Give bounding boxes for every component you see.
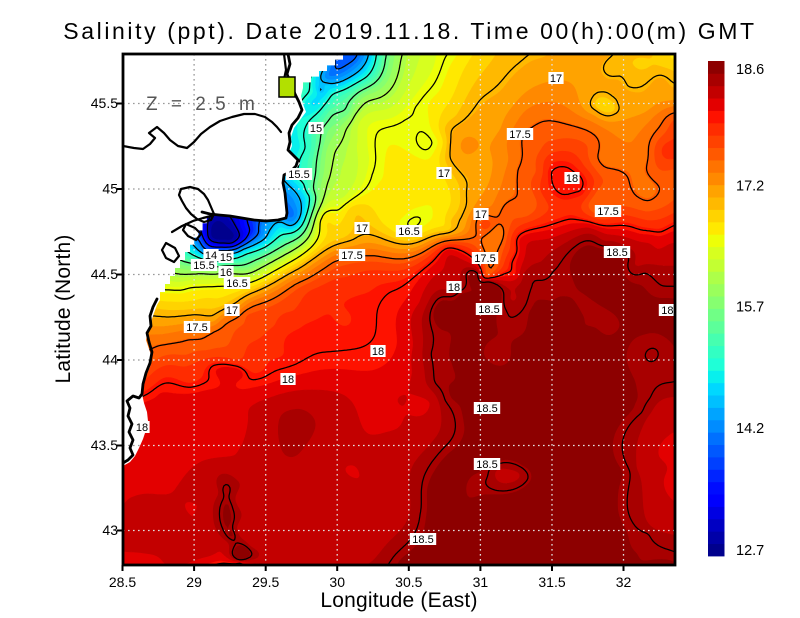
svg-text:43.5: 43.5	[91, 437, 118, 453]
svg-text:17.5: 17.5	[186, 322, 207, 334]
svg-text:12.7: 12.7	[736, 543, 764, 559]
svg-text:18: 18	[372, 346, 384, 358]
svg-text:14.2: 14.2	[736, 421, 764, 437]
svg-text:16.5: 16.5	[398, 226, 419, 238]
svg-text:17.5: 17.5	[341, 250, 362, 262]
svg-text:18.5: 18.5	[606, 247, 627, 259]
svg-text:18.5: 18.5	[478, 304, 499, 316]
svg-text:15.5: 15.5	[288, 169, 309, 181]
svg-text:17: 17	[438, 168, 450, 180]
svg-text:45.5: 45.5	[91, 95, 118, 111]
svg-text:17.5: 17.5	[474, 253, 495, 265]
svg-text:44.5: 44.5	[91, 266, 118, 282]
svg-text:17.5: 17.5	[509, 129, 530, 141]
svg-text:18: 18	[448, 282, 460, 294]
svg-text:17: 17	[475, 209, 487, 221]
svg-text:15: 15	[310, 123, 322, 135]
svg-text:18: 18	[282, 374, 294, 386]
svg-text:15.7: 15.7	[736, 300, 764, 316]
svg-text:Salinity (ppt). Date 2019.11.1: Salinity (ppt). Date 2019.11.18. Time 00…	[63, 18, 756, 44]
svg-text:29.5: 29.5	[252, 574, 279, 590]
svg-text:18: 18	[566, 173, 578, 185]
svg-text:31: 31	[473, 574, 489, 590]
svg-text:18.5: 18.5	[476, 459, 497, 471]
svg-text:29: 29	[186, 574, 202, 590]
svg-text:17.5: 17.5	[597, 206, 618, 218]
svg-text:17: 17	[550, 73, 562, 85]
svg-text:31.5: 31.5	[538, 574, 565, 590]
svg-text:18.5: 18.5	[476, 403, 497, 415]
svg-text:17: 17	[226, 305, 238, 317]
svg-text:18.6: 18.6	[736, 62, 764, 78]
svg-text:43: 43	[102, 522, 118, 538]
svg-text:Latitude (North): Latitude (North)	[52, 234, 75, 383]
svg-text:45: 45	[102, 181, 118, 197]
svg-text:15.5: 15.5	[193, 260, 214, 272]
svg-text:18.5: 18.5	[661, 305, 682, 317]
svg-text:18: 18	[136, 422, 148, 434]
svg-text:Longitude (East): Longitude (East)	[320, 589, 477, 612]
svg-text:30.5: 30.5	[395, 574, 422, 590]
svg-text:18.5: 18.5	[412, 534, 433, 546]
svg-text:15: 15	[220, 252, 232, 264]
svg-text:17.2: 17.2	[736, 178, 764, 194]
svg-text:30: 30	[329, 574, 345, 590]
svg-text:16.5: 16.5	[226, 278, 247, 290]
svg-text:16: 16	[220, 267, 232, 279]
svg-text:28.5: 28.5	[109, 574, 136, 590]
svg-text:Z = 2.5 m: Z = 2.5 m	[146, 94, 257, 115]
svg-text:32: 32	[616, 574, 632, 590]
svg-text:17: 17	[356, 223, 368, 235]
svg-text:44: 44	[102, 352, 118, 368]
